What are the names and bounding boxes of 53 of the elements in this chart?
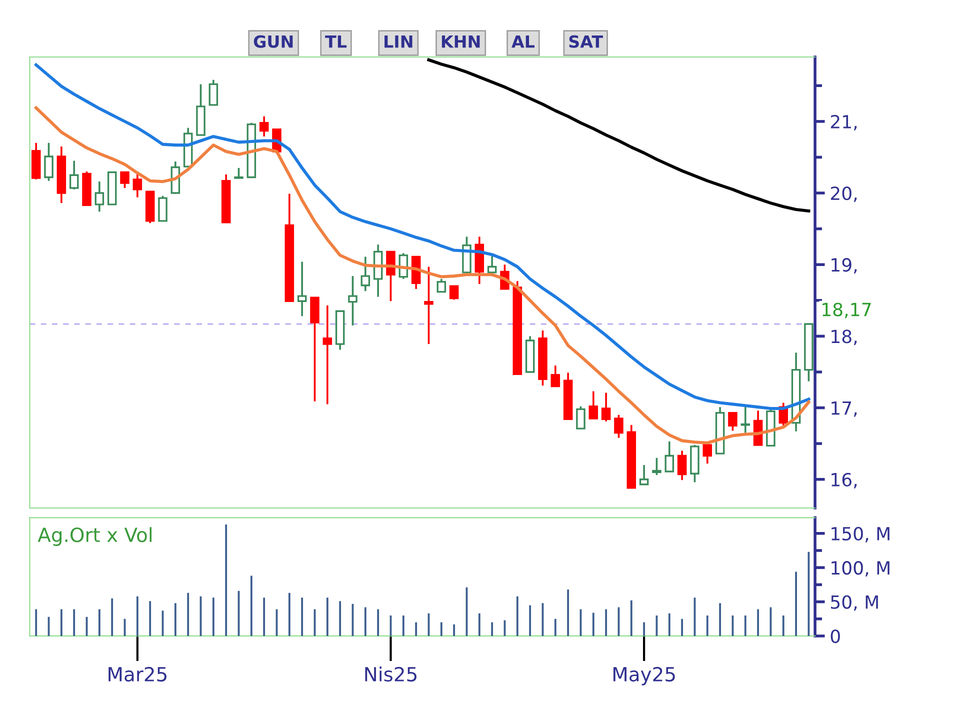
candlestick [386,250,396,302]
line-series [34,106,810,444]
text: TL [325,35,347,48]
candlestick [322,304,332,406]
candlestick [234,167,244,180]
candlestick [639,464,649,486]
candlestick [44,142,54,182]
candlestick [360,256,370,292]
text: KHN [442,35,480,48]
y-tick-label: 50, M [831,595,878,611]
text: SAT [569,35,603,48]
y-tick-label: 16, [832,472,857,488]
candlestick [728,412,738,432]
y-tick-label: 21, [830,114,857,130]
candlestick [348,275,358,326]
candlestick [702,444,712,465]
candlestick [601,392,611,422]
candlestick [614,414,624,439]
y-tick-label: 0 [830,629,840,644]
candlestick [208,79,218,106]
candlestick [132,174,142,198]
candlestick [424,266,434,345]
chart-title: Ag.Ort x Vol [38,527,152,546]
candlestick [740,406,750,434]
y-tick-label: 19, [832,258,857,274]
candlestick [436,278,446,293]
x-tick-label: Nis25 [365,666,416,682]
candlestick [259,116,269,138]
line-series [427,58,810,212]
candlestick [297,260,307,318]
text: LIN [384,35,412,48]
candlestick [158,194,168,222]
text: AL [512,35,535,48]
candlestick [652,456,662,476]
candlestick [576,405,586,430]
candlestick [69,160,79,190]
y-tick-label: 150, M [832,526,890,542]
y-tick-label: 100, M [832,561,890,577]
text: GUN [254,35,293,48]
x-tick-label: Mar25 [108,666,166,682]
x-tick-label: May25 [613,666,675,686]
candlestick [487,254,497,274]
y-tick-label: 18, [832,330,857,346]
ref-line-label: 18,17 [822,302,871,318]
candlestick [588,390,598,420]
candlestick [120,170,130,189]
candlestick [664,440,674,472]
y-tick-label: 20, [830,186,857,202]
candlestick [550,364,560,388]
candlestick [677,450,687,481]
candlestick [94,180,104,213]
candlestick [449,285,459,301]
y-tick-label: 17, [832,401,857,417]
